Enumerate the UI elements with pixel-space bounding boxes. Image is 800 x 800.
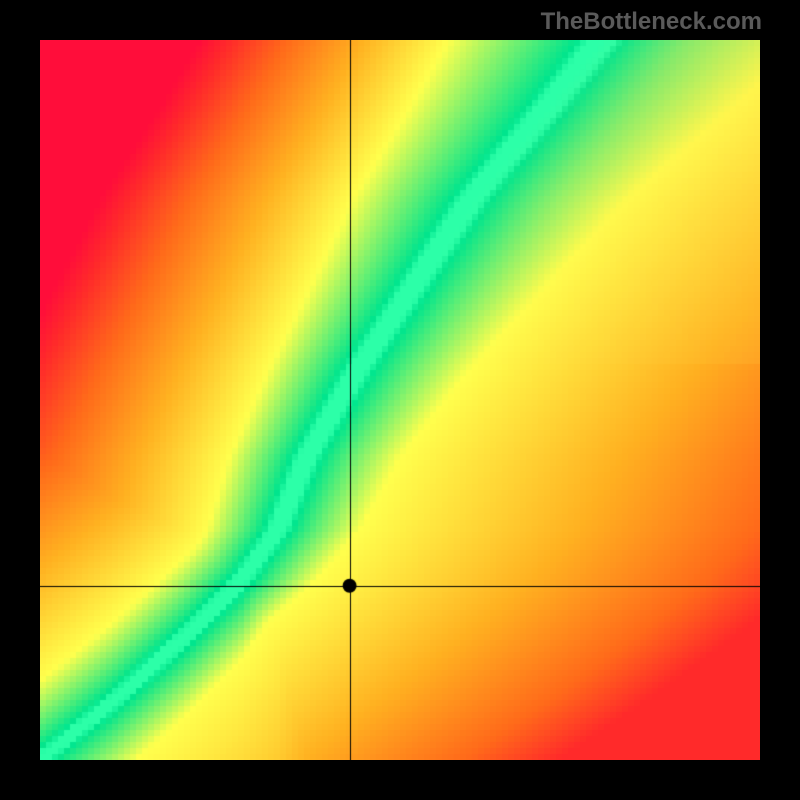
chart-container: TheBottleneck.com xyxy=(0,0,800,800)
bottleneck-heatmap xyxy=(40,40,760,760)
watermark-text: TheBottleneck.com xyxy=(541,8,762,36)
